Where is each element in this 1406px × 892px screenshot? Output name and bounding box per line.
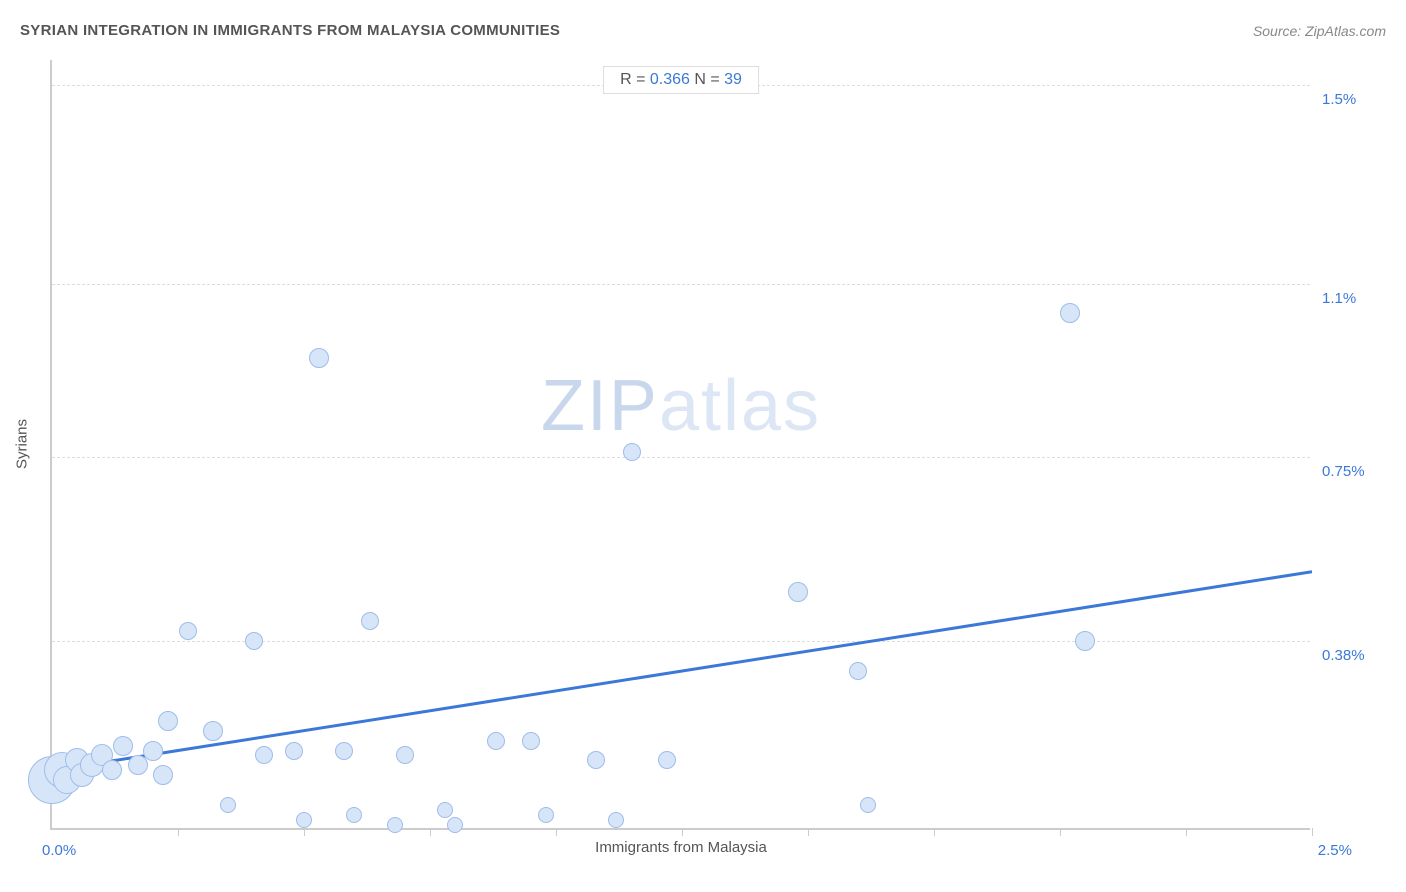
data-point [608, 812, 624, 828]
data-point [245, 632, 263, 650]
y-tick-label: 0.38% [1322, 647, 1365, 664]
data-point [1075, 631, 1095, 651]
x-tick [1312, 828, 1313, 836]
data-point [102, 760, 122, 780]
data-point [1060, 303, 1080, 323]
n-value: 39 [724, 71, 742, 88]
x-max-label: 2.5% [1318, 842, 1352, 859]
gridline [52, 457, 1310, 458]
x-tick [1186, 828, 1187, 836]
data-point [335, 742, 353, 760]
watermark-atlas: atlas [659, 366, 821, 446]
data-point [128, 755, 148, 775]
gridline [52, 641, 1310, 642]
data-point [309, 348, 329, 368]
y-tick-label: 1.5% [1322, 91, 1356, 108]
chart-title: SYRIAN INTEGRATION IN IMMIGRANTS FROM MA… [20, 22, 560, 39]
header: SYRIAN INTEGRATION IN IMMIGRANTS FROM MA… [20, 22, 1386, 39]
y-tick-label: 1.1% [1322, 290, 1356, 307]
stats-box: R = 0.366 N = 39 [603, 66, 759, 94]
data-point [179, 622, 197, 640]
data-point [587, 751, 605, 769]
x-tick [682, 828, 683, 836]
data-point [113, 736, 133, 756]
data-point [447, 817, 463, 833]
x-tick [178, 828, 179, 836]
y-tick-label: 0.75% [1322, 463, 1365, 480]
data-point [788, 582, 808, 602]
data-point [623, 443, 641, 461]
watermark: ZIPatlas [541, 365, 821, 447]
gridline [52, 284, 1310, 285]
data-point [658, 751, 676, 769]
x-tick [808, 828, 809, 836]
data-point [285, 742, 303, 760]
x-tick [934, 828, 935, 836]
data-point [396, 746, 414, 764]
watermark-zip: ZIP [541, 366, 659, 446]
x-tick [1060, 828, 1061, 836]
data-point [296, 812, 312, 828]
chart-area: R = 0.366 N = 39 ZIPatlas Syrians Immigr… [50, 60, 1350, 830]
data-point [860, 797, 876, 813]
data-point [143, 741, 163, 761]
x-tick [430, 828, 431, 836]
data-point [361, 612, 379, 630]
y-axis-label: Syrians [14, 419, 31, 469]
data-point [203, 721, 223, 741]
r-value: 0.366 [650, 71, 690, 88]
x-tick [556, 828, 557, 836]
data-point [153, 765, 173, 785]
r-label: R = [620, 71, 650, 88]
data-point [849, 662, 867, 680]
data-point [346, 807, 362, 823]
plot-region: R = 0.366 N = 39 ZIPatlas Syrians Immigr… [50, 60, 1310, 830]
data-point [220, 797, 236, 813]
data-point [522, 732, 540, 750]
data-point [387, 817, 403, 833]
data-point [487, 732, 505, 750]
x-tick [304, 828, 305, 836]
n-label: N = [690, 71, 724, 88]
source-label: Source: ZipAtlas.com [1253, 23, 1386, 39]
x-origin-label: 0.0% [42, 842, 76, 859]
data-point [255, 746, 273, 764]
data-point [437, 802, 453, 818]
data-point [158, 711, 178, 731]
data-point [538, 807, 554, 823]
trend-line [52, 60, 1312, 830]
x-axis-label: Immigrants from Malaysia [595, 839, 767, 856]
